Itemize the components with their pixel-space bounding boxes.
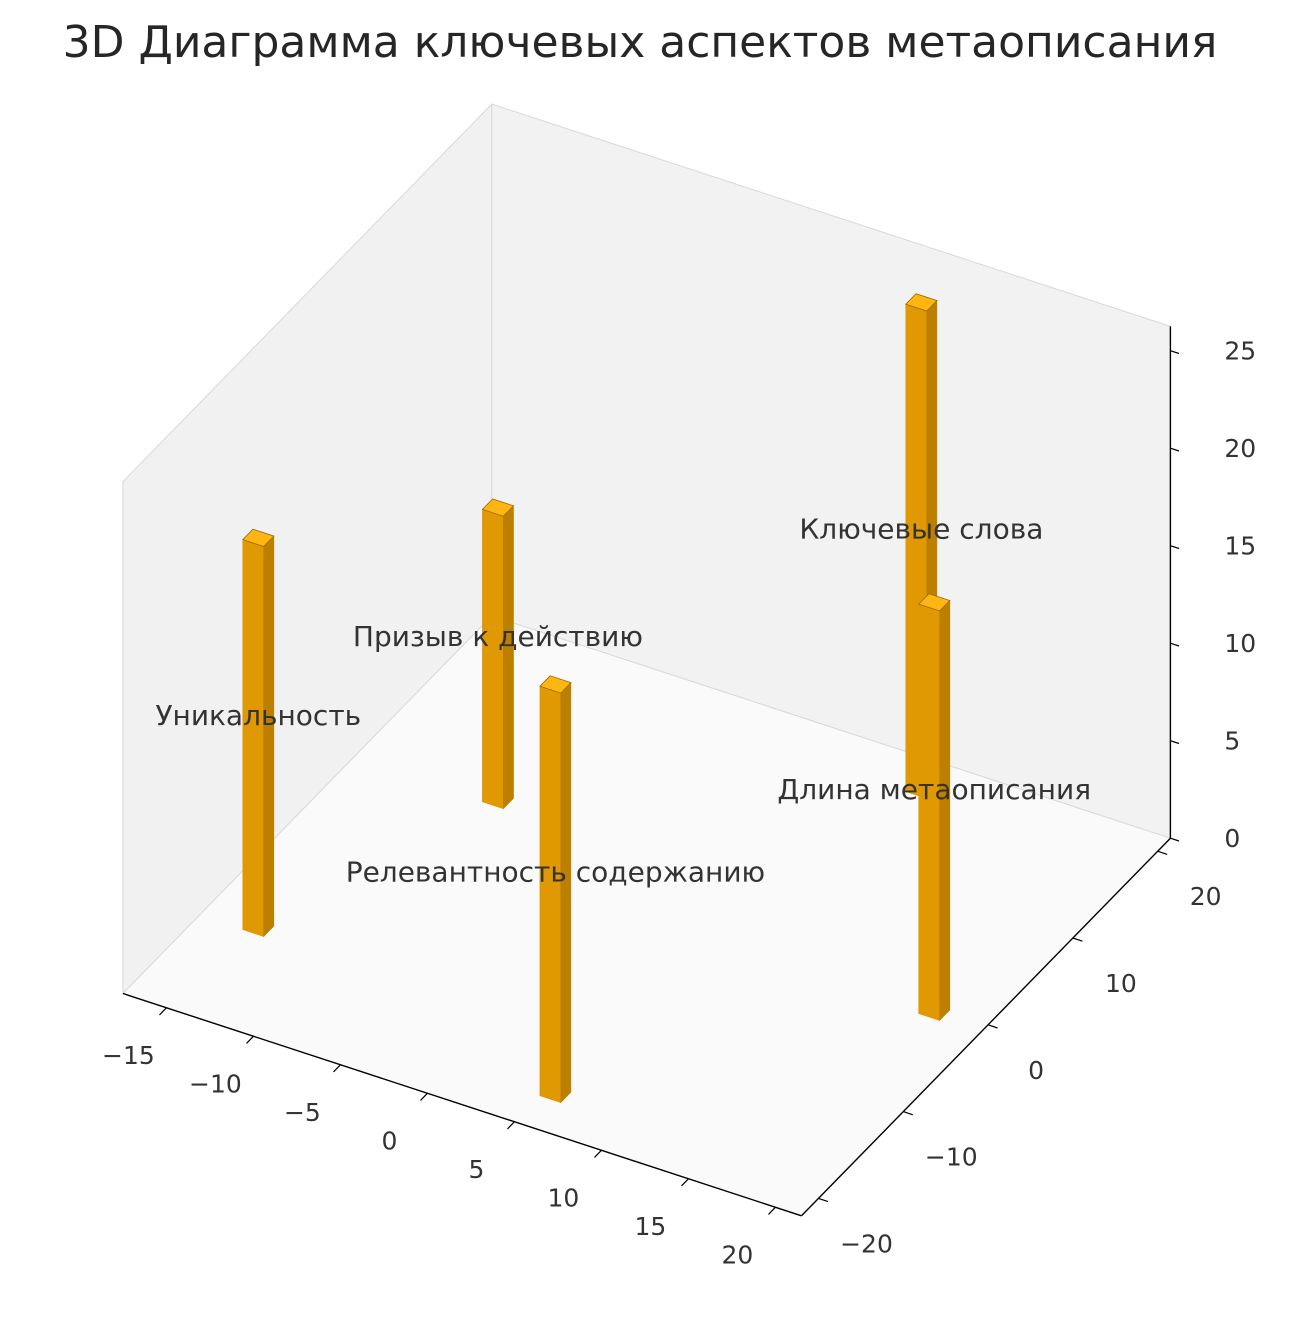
x-axis-line [122,992,802,1217]
x-tick [768,1206,776,1215]
z-tick [1170,545,1180,550]
chart-title: 3D Диаграмма ключевых аспектов метаописа… [63,17,1218,68]
x-tick-label: 15 [634,1212,666,1241]
bar-front-face [539,685,562,1104]
z-tick-label: 0 [1224,824,1240,853]
x-tick-label: −5 [284,1098,321,1127]
y-axis-line [800,837,1171,1217]
z-tick-label: 20 [1224,434,1256,463]
x-tick [594,1149,602,1158]
bar-side-face [263,535,275,938]
x-tick [507,1121,515,1130]
bar-top-face [539,675,572,694]
bar-label: Призыв к действию [353,620,643,653]
y-tick-label: 0 [1028,1056,1044,1085]
x-tick-label: 0 [381,1126,397,1155]
z-tick [1170,447,1180,452]
y-tick [1072,937,1083,942]
bar-label: Уникальность [155,699,361,732]
bar-label: Релевантность содержанию [346,855,765,888]
y-tick-label: −10 [925,1143,978,1172]
x-tick-label: −10 [189,1069,242,1098]
z-tick-label: 25 [1224,337,1256,366]
x-tick-label: 20 [721,1240,753,1269]
bar-front-face [918,603,940,1021]
bar-top-face [905,293,938,312]
y-tick [987,1024,998,1029]
x-tick-label: 5 [468,1155,484,1184]
x-tick [246,1035,254,1044]
x-tick [159,1007,167,1016]
bar-front-face [242,539,264,937]
x-tick [420,1092,428,1101]
bar-side-face [939,599,951,1022]
z-tick-label: 10 [1224,629,1256,658]
bar-front-face [482,508,504,810]
bar-top-face [917,593,951,612]
y-tick-label: 20 [1190,882,1222,911]
y-tick [1157,850,1168,855]
x-tick-label: 10 [547,1183,579,1212]
bar-side-face [502,505,514,810]
y-tick [818,1197,829,1203]
bar-label: Ключевые слова [799,512,1043,545]
z-tick [1170,740,1180,745]
x-tick [681,1178,689,1187]
bar-top-face [242,528,275,547]
y-tick-label: −20 [840,1229,893,1258]
y-tick [903,1111,913,1116]
bar-side-face [560,681,572,1104]
bar-label: Длина метаописания [777,773,1091,806]
x-tick [333,1064,341,1073]
z-tick [1170,837,1180,842]
z-tick-label: 15 [1224,532,1256,561]
y-tick-label: 10 [1105,969,1137,998]
z-tick [1170,642,1180,647]
bar-top-face [481,498,515,517]
x-tick-label: −15 [102,1041,155,1070]
z-tick-label: 5 [1224,727,1240,756]
z-tick [1170,350,1180,355]
